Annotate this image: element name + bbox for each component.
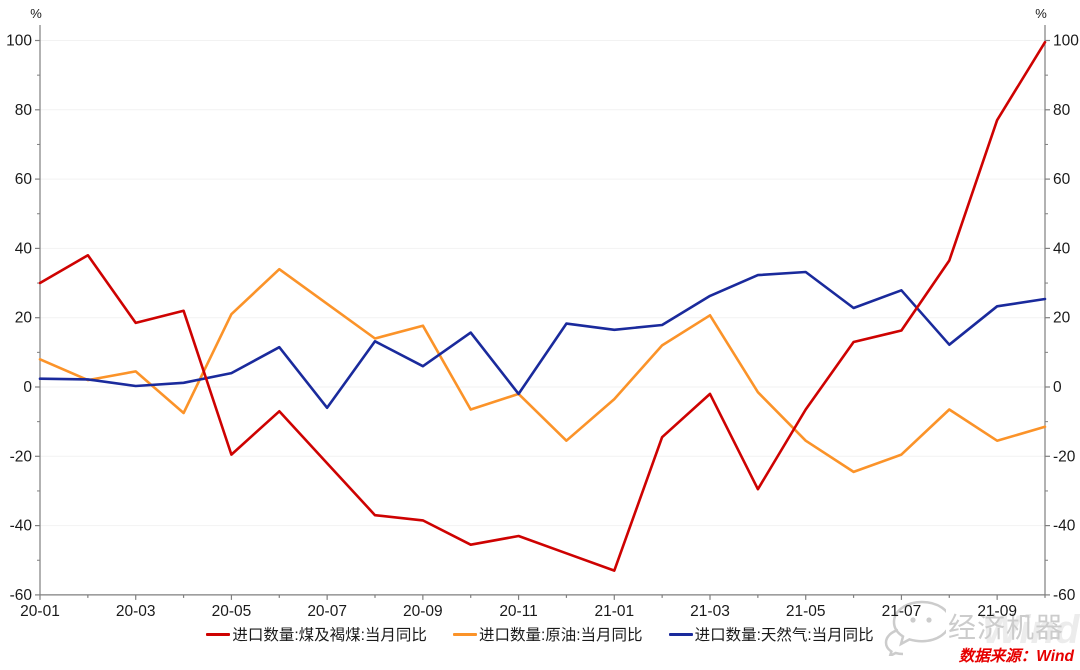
y-unit-right: % (1035, 6, 1047, 21)
svg-text:-20: -20 (1053, 448, 1076, 465)
legend-item-gas: 进口数量:天然气:当月同比 (668, 623, 874, 645)
legend-item-oil: 进口数量:原油:当月同比 (452, 623, 643, 645)
svg-text:-20: -20 (10, 448, 33, 465)
legend-label-gas: 进口数量:天然气:当月同比 (694, 627, 874, 644)
svg-text:0: 0 (1053, 379, 1062, 396)
svg-text:21-09: 21-09 (977, 603, 1017, 620)
svg-text:60: 60 (15, 171, 33, 188)
svg-text:-60: -60 (10, 587, 33, 604)
svg-text:-40: -40 (1053, 518, 1076, 535)
svg-text:20-11: 20-11 (499, 603, 538, 620)
x-axis-labels: 20-01 20-03 20-05 20-07 20-09 20-11 21-01 21-03… (20, 603, 1017, 620)
legend-swatch-coal (206, 632, 231, 636)
svg-text:20-03: 20-03 (116, 603, 156, 620)
legend-label-coal: 进口数量:煤及褐煤:当月同比 (232, 627, 427, 644)
x-axis-ticks (39, 594, 1046, 600)
legend-swatch-gas (668, 632, 693, 636)
svg-text:20: 20 (1053, 310, 1071, 327)
gridlines (40, 40, 1045, 527)
svg-text:20-05: 20-05 (212, 603, 252, 620)
y-unit-left: % (30, 6, 42, 21)
svg-text:-60: -60 (1053, 587, 1076, 604)
svg-text:40: 40 (15, 240, 33, 257)
axes (39, 25, 1046, 596)
svg-text:20-01: 20-01 (20, 603, 60, 620)
svg-text:20-07: 20-07 (307, 603, 347, 620)
svg-text:100: 100 (6, 33, 32, 50)
svg-text:60: 60 (1053, 171, 1071, 188)
y-axis-labels: -60 -60 -40 -40 -20 -20 0 0 20 20 40 40 60 60 80 80 100 1… (6, 33, 1079, 604)
svg-text:21-07: 21-07 (882, 603, 922, 620)
svg-text:100: 100 (1053, 33, 1079, 50)
wind-watermark-text: Wind (982, 608, 1080, 652)
brand-watermark: 经济机器 (884, 596, 1064, 656)
legend-item-coal: 进口数量:煤及褐煤:当月同比 (206, 623, 427, 645)
legend-label-oil: 进口数量:原油:当月同比 (478, 627, 643, 644)
svg-text:21-05: 21-05 (786, 603, 826, 620)
series-line-0 (38, 40, 1047, 572)
wechat-bubbles-icon (884, 600, 946, 656)
svg-text:80: 80 (15, 102, 33, 119)
data-source-note: 数据来源：Wind (958, 648, 1074, 665)
series-line-1 (38, 267, 1047, 474)
svg-text:0: 0 (23, 379, 32, 396)
svg-text:21-01: 21-01 (594, 603, 634, 620)
series-line-2 (38, 270, 1047, 410)
svg-text:80: 80 (1053, 102, 1071, 119)
svg-text:20: 20 (15, 310, 33, 327)
svg-text:-40: -40 (10, 518, 33, 535)
legend: 进口数量:煤及褐煤:当月同比 进口数量:原油:当月同比 进口数量:天然气:当月同… (0, 623, 1080, 645)
svg-text:20-09: 20-09 (403, 603, 443, 620)
svg-text:40: 40 (1053, 240, 1071, 257)
legend-swatch-oil (452, 632, 477, 636)
svg-text:21-03: 21-03 (690, 603, 730, 620)
brand-watermark-text: 经济机器 (948, 612, 1065, 643)
